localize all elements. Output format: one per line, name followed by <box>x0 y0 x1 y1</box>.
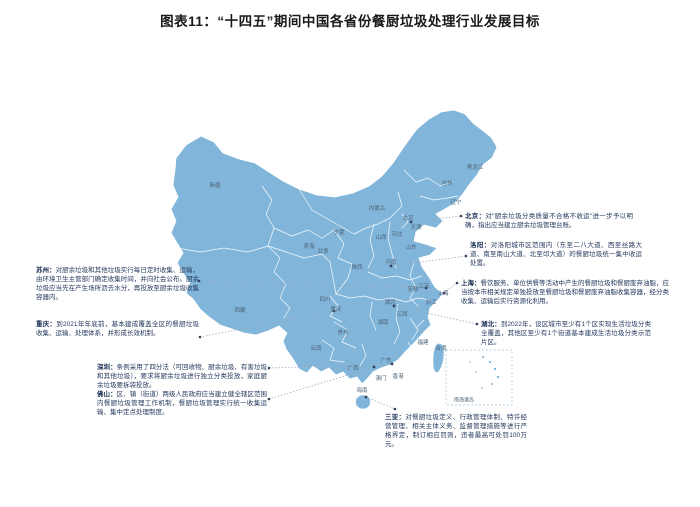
annotation-city-chongqing: 重庆： <box>36 321 57 328</box>
map-mainland-shape <box>170 109 498 385</box>
annotation-text-beijing: 对“厨余垃圾分类质量不合格不收运”进一步予以明确，指出应当建立厨余垃圾管理台账。 <box>465 213 633 229</box>
leader-hubei <box>393 305 478 325</box>
annotation-chongqing: 重庆：到2021年年底前，基本建成覆盖全区的餐厨垃圾收集、运输、处理体系，并形成… <box>36 320 199 338</box>
annotation-city-luoyang: 洛阳： <box>470 242 491 249</box>
annotation-city-shenzhen: 深圳： <box>97 364 117 371</box>
annotation-sanya: 三亚：对餐厨垃圾定义、行政管理体制、特许经营管理、相关主体义务、监督管理措施等进… <box>385 413 527 449</box>
annotation-text-hubei: 到2022年，设区城市至少有1个区实现生活垃圾分类全覆盖，其他区至少有1个街道基… <box>481 321 652 346</box>
annotation-city-shanghai: 上海： <box>461 280 481 287</box>
leader-luoyang <box>390 255 467 267</box>
annotation-city-sanya: 三亚： <box>385 414 406 421</box>
annotation-luoyang: 洛阳：对洛阳城市区范围内（东至二八大道、西至丝路大道、南至南山大道、北至邙大道）… <box>470 241 642 268</box>
map-hainan-island <box>355 394 371 410</box>
leader-lines <box>198 215 478 410</box>
annotation-text-sanya: 对餐厨垃圾定义、行政管理体制、特许经营管理、相关主体义务、监督管理措施等进行严格… <box>385 414 528 448</box>
annotation-city-beijing: 北京： <box>465 213 486 220</box>
south-sea-inset-label: 南海诸岛 <box>453 397 475 404</box>
annotation-text-shenzhen: 条例采用了四分法（可回收物、厨余垃圾、有害垃圾和其他垃圾），要求将厨余垃圾进行独… <box>97 364 268 389</box>
leader-suzhou <box>198 280 427 289</box>
annotation-suzhou: 苏州：对厨余垃圾和其他垃圾实行每日定时收集、运输，由环境卫生主管部门确定收集时间… <box>36 266 199 302</box>
annotation-city-foshan: 佛山： <box>97 391 117 398</box>
province-borders <box>176 169 459 367</box>
annotation-text-chongqing: 到2021年年底前，基本建成覆盖全区的餐厨垃圾收集、运输、处理体系，并形成长效机… <box>36 321 200 337</box>
leader-shenzhen <box>268 363 393 369</box>
annotation-shenzhen: 深圳：条例采用了四分法（可回收物、厨余垃圾、有害垃圾和其他垃圾），要求将厨余垃圾… <box>97 363 267 390</box>
leader-chongqing <box>199 310 335 338</box>
annotation-city-suzhou: 苏州： <box>36 267 56 274</box>
annotation-shanghai: 上海：餐饮服务、单位供餐等活动中产生的餐厨垃圾和餐厨废弃油脂，应当按本市相关规定… <box>461 279 669 306</box>
leader-shanghai <box>443 282 458 294</box>
annotation-beijing: 北京：对“厨余垃圾分类质量不合格不收运”进一步予以明确，指出应当建立厨余垃圾管理… <box>465 212 633 230</box>
annotation-foshan: 佛山：区、镇（街道）两级人民政府应当建立健全辖区范围内餐厨垃圾管理工作机制，餐厨… <box>97 390 267 417</box>
leader-markers <box>197 214 479 411</box>
annotation-text-shanghai: 餐饮服务、单位供餐等活动中产生的餐厨垃圾和餐厨废弃油脂，应当按本市相关规定单独投… <box>461 280 669 305</box>
south-sea-islands-dots <box>469 355 500 389</box>
leader-foshan <box>268 366 375 400</box>
annotation-hubei: 湖北：到2022年，设区城市至少有1个区实现生活垃圾分类全覆盖，其他区至少有1个… <box>481 320 651 347</box>
south-sea-inset-box <box>445 349 513 406</box>
annotation-text-suzhou: 对厨余垃圾和其他垃圾实行每日定时收集、运输，由环境卫生主管部门确定收集时间，并向… <box>36 267 200 301</box>
leader-sanya <box>365 396 396 410</box>
annotation-city-hubei: 湖北： <box>481 321 501 328</box>
map-taiwan-island <box>432 343 445 373</box>
figure-title: 图表11：“十四五”期间中国各省份餐厨垃圾处理行业发展目标 <box>160 14 540 29</box>
leader-beijing <box>410 215 462 223</box>
annotation-text-foshan: 区、镇（街道）两级人民政府应当建立健全辖区范围内餐厨垃圾管理工作机制，餐厨垃圾管… <box>97 391 268 416</box>
annotation-text-luoyang: 对洛阳城市区范围内（东至二八大道、西至丝路大道、南至南山大道、北至邙大道）的餐厨… <box>470 242 643 267</box>
